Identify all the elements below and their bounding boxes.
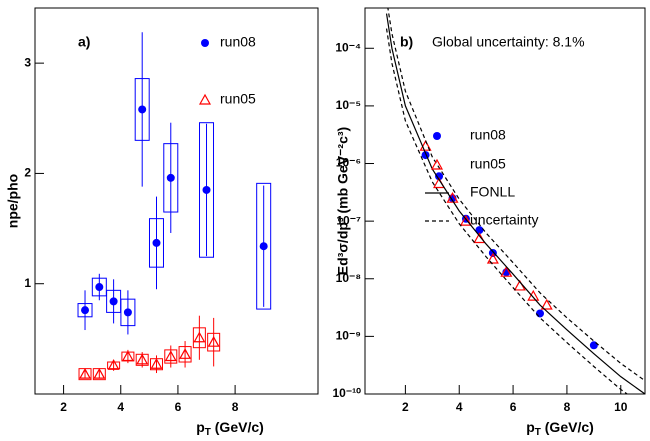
point (79, 367, 92, 379)
curve (385, 28, 629, 394)
point (473, 232, 486, 244)
x-label-unit: (GeV/c) (211, 419, 264, 435)
panel-label: b) (400, 34, 413, 50)
point (259, 242, 268, 251)
y-tick-label: 10⁻⁹ (336, 329, 361, 343)
x-tick-label: 4 (117, 400, 124, 414)
legend-marker (430, 158, 444, 170)
x-label-sub: T (535, 427, 541, 438)
point (435, 172, 444, 181)
legend-label: FONLL (470, 184, 515, 200)
point (166, 173, 175, 182)
panel-label: a) (78, 34, 90, 50)
point (207, 335, 220, 347)
x-label-main: p (526, 419, 535, 435)
curve (387, 8, 645, 382)
point (107, 359, 120, 370)
plot-frame (34, 7, 319, 395)
point (121, 350, 134, 362)
legend-marker (198, 93, 212, 105)
point (164, 350, 177, 362)
point (500, 265, 513, 277)
y-tick-label: 10⁻⁸ (336, 271, 361, 285)
point (81, 306, 90, 315)
point (536, 309, 544, 318)
curve (385, 13, 645, 394)
x-tick-label: 2 (402, 400, 409, 414)
point (138, 105, 147, 114)
x-tick-label: 4 (456, 400, 463, 414)
legend-label: run05 (470, 156, 506, 172)
legend-marker (433, 132, 441, 140)
plot-frame (364, 7, 646, 395)
legend-label: run05 (220, 91, 256, 107)
point (419, 139, 432, 151)
legend-label: uncertainty (470, 212, 538, 228)
point (123, 308, 132, 317)
syst-box (256, 182, 272, 310)
x-label-unit: (GeV/c) (541, 419, 594, 435)
point (459, 214, 472, 226)
legend-marker (201, 39, 209, 47)
y-tick-label: 2 (24, 166, 31, 180)
point (109, 297, 118, 306)
y-tick-label: 10⁻⁶ (336, 156, 361, 170)
point (150, 357, 163, 369)
point (95, 283, 104, 292)
point (540, 298, 553, 310)
point (152, 238, 161, 247)
x-tick-label: 8 (564, 400, 571, 414)
y-tick-label: 10⁻⁴ (335, 40, 361, 54)
x-label-sub: T (205, 427, 211, 438)
point (136, 353, 149, 365)
x-axis-label: pT (GeV/c) (196, 419, 264, 438)
point (486, 252, 499, 264)
x-tick-label: 6 (510, 400, 517, 414)
y-axis-label: Ed³σ/dp³ (mb GeV⁻²c³) (335, 127, 351, 275)
x-tick-label: 8 (232, 400, 239, 414)
x-tick-label: 6 (175, 400, 182, 414)
point (193, 331, 206, 343)
legend-label: run08 (470, 127, 506, 143)
x-axis-label: pT (GeV/c) (526, 419, 594, 438)
y-tick-label: 10⁻⁵ (336, 98, 361, 112)
syst-box (199, 122, 215, 258)
x-tick-label: 10 (614, 400, 628, 414)
y-tick-label: 1 (24, 276, 31, 290)
y-tick-label: 10⁻⁷ (336, 213, 361, 227)
point (179, 348, 192, 359)
y-tick-label: 3 (24, 55, 31, 69)
point (589, 341, 598, 350)
legend-label: run08 (220, 34, 256, 50)
x-tick-label: 2 (60, 400, 67, 414)
plot-area (385, 8, 645, 394)
point (202, 185, 211, 194)
annotation: Global uncertainty: 8.1% (432, 34, 585, 50)
point (93, 367, 106, 379)
plot-area (77, 32, 272, 381)
y-tick-label: 10⁻¹⁰ (333, 386, 362, 400)
x-label-main: p (196, 419, 205, 435)
point (475, 226, 484, 235)
y-axis-label: npe/pho (5, 174, 21, 228)
point (527, 289, 540, 301)
